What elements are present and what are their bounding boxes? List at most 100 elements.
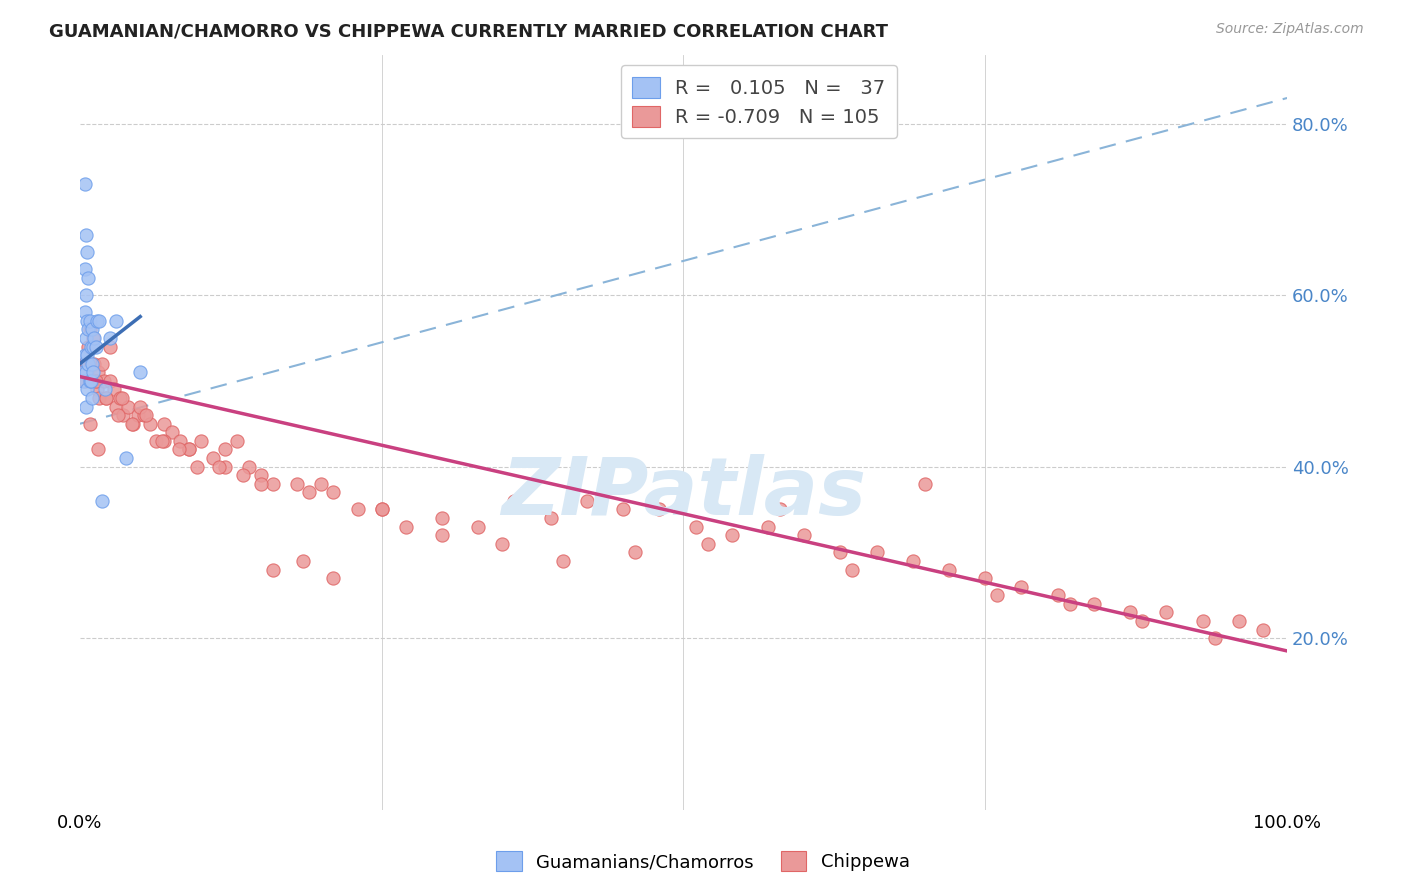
Point [129, 400, 152, 414]
Point [575, 494, 598, 508]
Point [135, 408, 157, 422]
Point [262, 562, 284, 576]
Point [75, 228, 97, 243]
Point [830, 545, 852, 559]
Legend: R =   0.105   N =   37, R = -0.709   N = 105: R = 0.105 N = 37, R = -0.709 N = 105 [621, 65, 897, 138]
Point [153, 434, 176, 448]
Point [83, 357, 105, 371]
Point [720, 528, 742, 542]
Point [756, 519, 779, 533]
Point [132, 408, 155, 422]
Point [232, 468, 254, 483]
Point [250, 476, 273, 491]
Point [322, 571, 344, 585]
Point [75, 357, 97, 371]
Point [89, 314, 111, 328]
Point [90, 494, 112, 508]
Text: Source: ZipAtlas.com: Source: ZipAtlas.com [1216, 22, 1364, 37]
Point [84, 374, 107, 388]
Point [73, 348, 96, 362]
Point [430, 528, 453, 542]
Point [145, 434, 167, 448]
Point [974, 571, 997, 585]
Point [986, 588, 1008, 602]
Point [73, 177, 96, 191]
Point [89, 391, 111, 405]
Point [250, 468, 273, 483]
Point [98, 331, 121, 345]
Point [76, 348, 98, 362]
Point [865, 545, 887, 559]
Point [1130, 614, 1153, 628]
Point [108, 391, 131, 405]
Point [1046, 588, 1069, 602]
Text: ZIPatlas: ZIPatlas [501, 454, 866, 532]
Point [93, 374, 115, 388]
Point [1227, 614, 1250, 628]
Point [77, 322, 100, 336]
Point [96, 391, 118, 405]
Point [177, 442, 200, 457]
Point [79, 314, 101, 328]
Point [86, 383, 108, 397]
Point [914, 476, 936, 491]
Point [901, 554, 924, 568]
Point [96, 391, 118, 405]
Point [80, 322, 103, 336]
Point [311, 476, 333, 491]
Point [238, 459, 260, 474]
Point [648, 502, 671, 516]
Point [112, 408, 135, 422]
Point [153, 417, 176, 431]
Point [94, 383, 117, 397]
Point [73, 374, 96, 388]
Point [87, 442, 110, 457]
Point [105, 314, 128, 328]
Point [111, 391, 134, 405]
Point [1191, 614, 1213, 628]
Point [122, 417, 145, 431]
Point [160, 425, 183, 440]
Point [73, 305, 96, 319]
Point [76, 314, 98, 328]
Point [285, 476, 308, 491]
Point [79, 417, 101, 431]
Point [938, 562, 960, 576]
Point [80, 340, 103, 354]
Point [540, 511, 562, 525]
Point [1156, 606, 1178, 620]
Point [186, 459, 208, 474]
Point [177, 442, 200, 457]
Point [86, 314, 108, 328]
Point [84, 374, 107, 388]
Point [82, 340, 104, 354]
Point [208, 459, 231, 474]
Point [75, 400, 97, 414]
Point [214, 442, 236, 457]
Point [190, 434, 212, 448]
Point [72, 365, 94, 379]
Point [87, 365, 110, 379]
Point [76, 245, 98, 260]
Point [121, 417, 143, 431]
Point [430, 511, 453, 525]
Point [75, 331, 97, 345]
Point [105, 400, 128, 414]
Point [503, 494, 526, 508]
Point [103, 383, 125, 397]
Point [370, 502, 392, 516]
Point [107, 408, 129, 422]
Point [292, 554, 315, 568]
Point [1059, 597, 1081, 611]
Point [467, 519, 489, 533]
Point [76, 365, 98, 379]
Point [73, 262, 96, 277]
Point [79, 374, 101, 388]
Point [201, 451, 224, 466]
Point [79, 322, 101, 336]
Point [169, 434, 191, 448]
Point [696, 537, 718, 551]
Point [346, 502, 368, 516]
Point [685, 519, 707, 533]
Point [90, 357, 112, 371]
